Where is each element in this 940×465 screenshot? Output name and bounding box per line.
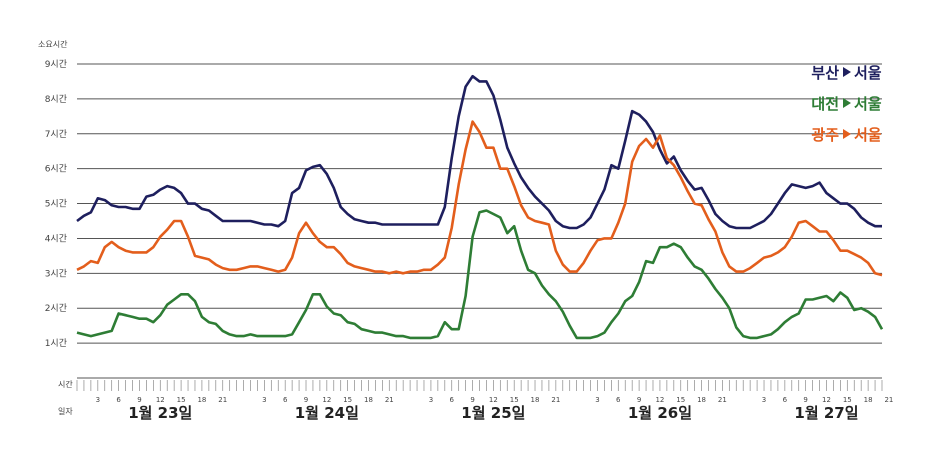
x-tick-label: 12	[822, 396, 831, 404]
day-label: 1월 26일	[628, 404, 692, 422]
y-tick-label: 7시간	[45, 129, 67, 140]
x-tick-label: 21	[884, 396, 893, 404]
x-tick-label: 9	[470, 396, 474, 404]
x-tick-label: 9	[803, 396, 807, 404]
y-tick-label: 6시간	[45, 164, 67, 175]
x-tick-label: 18	[531, 396, 540, 404]
day-label: 1월 23일	[128, 404, 192, 422]
legend-destination: 서울	[854, 95, 882, 113]
x-tick-label: 9	[304, 396, 308, 404]
x-tick-label: 18	[197, 396, 206, 404]
x-axis-hour-label: 시간	[58, 379, 73, 389]
y-tick-label: 1시간	[45, 338, 67, 349]
x-tick-label: 12	[156, 396, 165, 404]
series-line-대전	[76, 209, 884, 340]
x-tick-label: 21	[718, 396, 727, 404]
gridlines	[77, 63, 882, 379]
x-tick-label: 3	[429, 396, 433, 404]
y-tick-label: 9시간	[45, 59, 67, 70]
x-tick-label: 3	[762, 396, 766, 404]
x-tick-label: 15	[177, 396, 186, 404]
x-tick-label: 18	[364, 396, 373, 404]
x-tick-label: 6	[116, 396, 121, 404]
x-tick-label: 6	[283, 396, 288, 404]
y-tick-label: 3시간	[45, 268, 67, 279]
legend-origin: 광주	[811, 126, 839, 144]
x-tick-label: 6	[616, 396, 621, 404]
day-label: 1월 24일	[295, 404, 359, 422]
x-tick-label: 15	[843, 396, 852, 404]
x-tick-label: 6	[450, 396, 455, 404]
x-tick-label: 21	[385, 396, 394, 404]
y-tick-label: 5시간	[45, 199, 67, 210]
legend-destination: 서울	[854, 126, 882, 144]
y-tick-label: 8시간	[45, 94, 67, 105]
legend-arrow-icon	[843, 98, 851, 108]
legend-origin: 대전	[811, 95, 839, 113]
x-tick-label: 9	[637, 396, 641, 404]
day-label: 1월 25일	[461, 404, 525, 422]
series-line-광주	[76, 120, 883, 277]
series-line-부산	[76, 74, 882, 230]
x-tick-label: 3	[96, 396, 100, 404]
x-tick-label: 3	[595, 396, 599, 404]
legend-destination: 서울	[854, 64, 882, 82]
x-tick-label: 9	[137, 396, 141, 404]
day-label: 1월 27일	[794, 404, 858, 422]
x-tick-label: 21	[218, 396, 227, 404]
legend-arrow-icon	[843, 67, 851, 77]
x-tick-label: 15	[510, 396, 519, 404]
x-tick-label: 12	[655, 396, 664, 404]
x-tick-label: 18	[864, 396, 873, 404]
x-tick-label: 6	[783, 396, 788, 404]
y-tick-labels: 1시간 2시간 3시간 4시간 5시간 6시간 7시간 8시간 9시간	[45, 59, 67, 349]
y-axis-label: 소요시간	[38, 39, 68, 49]
x-tick-label: 12	[489, 396, 498, 404]
x-tick-label: 18	[697, 396, 706, 404]
y-tick-label: 2시간	[45, 303, 67, 314]
x-tick-label: 21	[551, 396, 560, 404]
x-tick-label: 15	[676, 396, 685, 404]
series-lines	[76, 74, 884, 340]
x-tick-label: 3	[262, 396, 266, 404]
legend-origin: 부산	[811, 64, 839, 82]
x-tick-label: 15	[343, 396, 352, 404]
y-tick-label: 4시간	[45, 233, 67, 244]
x-tick-label: 12	[322, 396, 331, 404]
legend-arrow-icon	[843, 129, 851, 139]
x-axis-day-label: 일자	[58, 407, 73, 416]
